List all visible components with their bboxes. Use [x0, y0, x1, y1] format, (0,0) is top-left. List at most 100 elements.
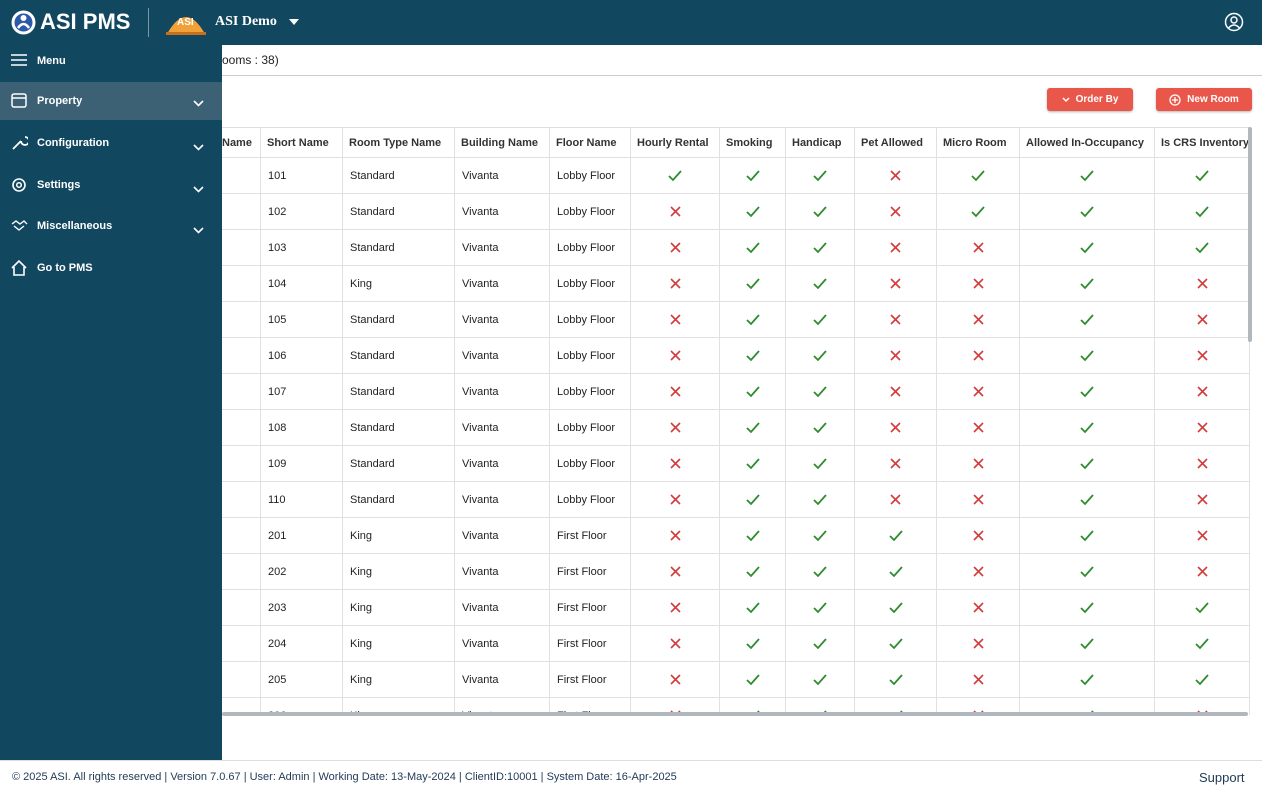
chevron	[193, 144, 204, 151]
column-header[interactable]: Micro Room	[937, 128, 1020, 158]
flag-cell	[786, 158, 855, 194]
flag-cell	[1155, 338, 1250, 374]
menu-item[interactable]: Settings	[0, 166, 222, 204]
flag-cell	[855, 590, 937, 626]
text-cell: Lobby Floor	[550, 338, 631, 374]
text-cell: Standard	[343, 194, 455, 230]
check-icon	[1080, 349, 1094, 361]
column-header[interactable]: Handicap	[786, 128, 855, 158]
cross-icon	[890, 386, 901, 397]
flag-cell	[720, 194, 786, 230]
column-header[interactable]: Name	[222, 128, 261, 158]
cross-icon	[669, 494, 681, 505]
text-cell: Vivanta	[455, 662, 550, 698]
flag-cell	[786, 554, 855, 590]
check-icon	[1080, 313, 1094, 325]
flag-cell	[720, 590, 786, 626]
caret[interactable]	[289, 19, 299, 25]
flag-cell	[1020, 518, 1155, 554]
cell	[222, 662, 261, 698]
flag-cell	[720, 554, 786, 590]
text-cell: Lobby Floor	[550, 230, 631, 266]
flag-cell	[937, 590, 1020, 626]
text-cell: King	[343, 266, 455, 302]
flag-cell	[937, 374, 1020, 410]
footer-info: © 2025 ASI. All rights reserved | Versio…	[12, 771, 677, 783]
column-header[interactable]: Allowed In-Occupancy	[1020, 128, 1155, 158]
text-cell: King	[343, 554, 455, 590]
menu-label: Property	[37, 95, 83, 107]
flag-cell	[631, 194, 720, 230]
new-room-button[interactable]: New Room	[1156, 88, 1252, 111]
cross-icon	[669, 422, 681, 433]
flag-cell	[631, 158, 720, 194]
flag-cell	[786, 374, 855, 410]
check-icon	[745, 385, 760, 397]
flag-cell	[1020, 158, 1155, 194]
flag-cell	[786, 302, 855, 338]
check-icon	[1195, 241, 1209, 253]
flag-cell	[1020, 662, 1155, 698]
check-icon	[1195, 637, 1209, 649]
column-header[interactable]: Is CRS Inventory	[1155, 128, 1250, 158]
menu-item[interactable]: Go to PMS	[0, 249, 222, 287]
menu-item[interactable]: Property	[0, 82, 222, 120]
column-header[interactable]: Smoking	[720, 128, 786, 158]
cross-icon	[972, 242, 984, 253]
chevron	[193, 100, 204, 107]
h-scrollbar[interactable]	[222, 712, 1248, 716]
text-cell: First Floor	[550, 662, 631, 698]
check-icon	[1080, 493, 1094, 505]
menu-item[interactable]: Configuration	[0, 124, 222, 162]
check-icon	[745, 241, 760, 253]
column-header[interactable]: Building Name	[455, 128, 550, 158]
user-icon[interactable]	[1224, 12, 1244, 32]
flag-cell	[1155, 446, 1250, 482]
cross-icon	[890, 278, 901, 289]
column-header[interactable]: Pet Allowed	[855, 128, 937, 158]
flag-cell	[720, 482, 786, 518]
cross-icon	[669, 314, 681, 325]
text-cell: Standard	[343, 374, 455, 410]
column-header[interactable]: Hourly Rental	[631, 128, 720, 158]
check-icon	[888, 601, 903, 613]
flag-cell	[720, 662, 786, 698]
flag-cell	[1020, 194, 1155, 230]
v-scrollbar[interactable]	[1248, 127, 1252, 342]
text-cell: Vivanta	[455, 302, 550, 338]
cell	[222, 194, 261, 230]
text-cell: Vivanta	[455, 554, 550, 590]
flag-cell	[937, 194, 1020, 230]
check-icon	[813, 673, 827, 685]
menu-icon	[11, 54, 27, 66]
menu-icon	[11, 260, 27, 276]
cross-icon	[972, 530, 984, 541]
cross-icon	[1196, 422, 1208, 433]
order-by-button[interactable]: Order By	[1047, 88, 1133, 111]
menu-item[interactable]: Menu	[0, 42, 222, 80]
property-logo	[166, 17, 206, 35]
flag-cell	[855, 374, 937, 410]
property-name[interactable]: ASI Demo	[215, 14, 277, 29]
flag-cell	[855, 518, 937, 554]
check-icon	[1080, 421, 1094, 433]
cross-icon	[1196, 494, 1208, 505]
column-header[interactable]: Short Name	[261, 128, 343, 158]
cell	[222, 518, 261, 554]
menu-label: Go to PMS	[37, 262, 93, 274]
flag-cell	[720, 374, 786, 410]
text-cell: 107	[261, 374, 343, 410]
text-cell: Lobby Floor	[550, 194, 631, 230]
support-link[interactable]: Support	[1199, 770, 1245, 785]
flag-cell	[720, 626, 786, 662]
check-icon	[745, 205, 760, 217]
column-header[interactable]: Floor Name	[550, 128, 631, 158]
cross-icon	[669, 458, 681, 469]
cross-icon	[890, 206, 901, 217]
flag-cell	[631, 374, 720, 410]
flag-cell	[1155, 158, 1250, 194]
menu-item[interactable]: Miscellaneous	[0, 207, 222, 245]
column-header[interactable]: Room Type Name	[343, 128, 455, 158]
check-icon	[1080, 565, 1094, 577]
